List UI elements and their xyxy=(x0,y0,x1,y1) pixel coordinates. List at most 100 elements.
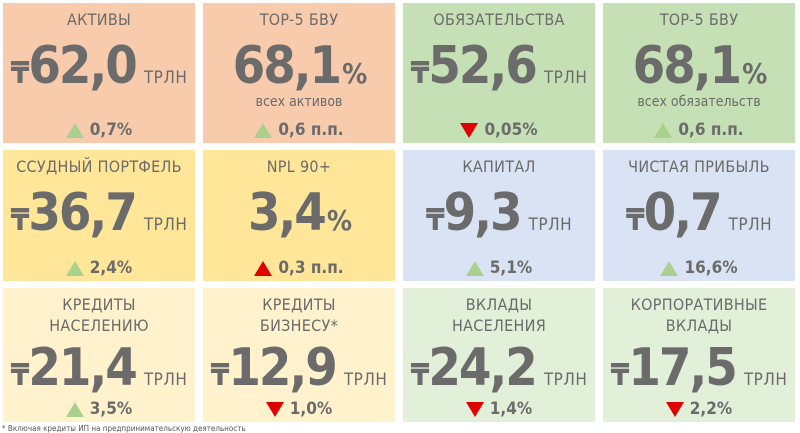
tenge-symbol: ₸ xyxy=(210,358,230,393)
card-value: ₸ 9,3 ТРЛН xyxy=(403,187,595,239)
change-value: 0,6 п.п. xyxy=(278,120,344,140)
value-unit: ТРЛН xyxy=(143,370,188,390)
card-title: NPL 90+ xyxy=(203,150,395,177)
tenge-symbol: ₸ xyxy=(10,56,30,91)
indicator-grid: АКТИВЫ ₸ 62,0 ТРЛН 0,7% TOP-5 БВУ 68,1% всех ак… xyxy=(3,3,797,422)
triangle-up-icon xyxy=(65,401,84,417)
card-title: ССУДНЫЙ ПОРТФЕЛЬ xyxy=(3,150,195,177)
card-value: ₸ 0,7 ТРЛН xyxy=(603,187,795,239)
card-title: КРЕДИТЫ НАСЕЛЕНИЮ xyxy=(3,288,195,336)
change-indicator: 16,6% xyxy=(603,258,795,278)
triangle-up-icon xyxy=(254,260,273,276)
change-value: 0,6 п.п. xyxy=(678,120,744,140)
change-indicator: 0,6 п.п. xyxy=(203,120,395,140)
value-unit: ТРЛН xyxy=(543,68,588,88)
change-indicator: 1,4% xyxy=(403,399,595,419)
change-value: 1,0% xyxy=(289,399,333,419)
card-title-line: TOP-5 БВУ xyxy=(659,10,739,29)
indicator-card: КАПИТАЛ ₸ 9,3 ТРЛН 5,1% xyxy=(403,150,595,281)
card-title: ОБЯЗАТЕЛЬСТВА xyxy=(403,3,595,30)
change-value: 1,4% xyxy=(489,399,533,419)
value-unit: ТРЛН xyxy=(528,215,573,235)
change-indicator: 0,05% xyxy=(403,120,595,140)
card-title-line: КРЕДИТЫ xyxy=(62,295,136,314)
value-number: 12,9 xyxy=(228,338,337,398)
card-title: КОРПОРАТИВНЫЕ ВКЛАДЫ xyxy=(603,288,795,336)
tenge-symbol: ₸ xyxy=(410,358,430,393)
value-number: 21,4 xyxy=(28,338,137,398)
change-value: 16,6% xyxy=(684,258,738,278)
change-value: 5,1% xyxy=(489,258,533,278)
value-number: 3,4 xyxy=(247,183,327,243)
change-indicator: 2,2% xyxy=(603,399,795,419)
card-title: ЧИСТАЯ ПРИБЫЛЬ xyxy=(603,150,795,177)
card-title: АКТИВЫ xyxy=(3,3,195,30)
card-value: 68,1% xyxy=(603,40,795,92)
triangle-down-icon xyxy=(465,401,484,417)
change-indicator: 0,7% xyxy=(3,120,195,140)
indicator-card: ЧИСТАЯ ПРИБЫЛЬ ₸ 0,7 ТРЛН 16,6% xyxy=(603,150,795,281)
value-unit: ТРЛН xyxy=(143,68,188,88)
triangle-up-icon xyxy=(654,122,673,138)
value-number: 68,1 xyxy=(232,36,342,96)
tenge-symbol: ₸ xyxy=(10,358,30,393)
card-value: 3,4% xyxy=(203,187,395,239)
card-title-line: ВКЛАДЫ xyxy=(665,316,733,335)
card-title: КАПИТАЛ xyxy=(403,150,595,177)
card-title-line: БИЗНЕСУ* xyxy=(259,316,339,335)
indicator-card: АКТИВЫ ₸ 62,0 ТРЛН 0,7% xyxy=(3,3,195,143)
indicator-card: TOP-5 БВУ 68,1% всех обязательств 0,6 п.п. xyxy=(603,3,795,143)
card-title-line: КОРПОРАТИВНЫЕ xyxy=(630,295,768,314)
change-indicator: 3,5% xyxy=(3,399,195,419)
card-title-line: НАСЕЛЕНИЯ xyxy=(451,316,547,335)
percent-sign: % xyxy=(342,57,367,90)
value-unit: ТРЛН xyxy=(743,370,788,390)
card-title-line: TOP-5 БВУ xyxy=(259,10,339,29)
change-indicator: 2,4% xyxy=(3,258,195,278)
change-value: 0,3 п.п. xyxy=(278,258,344,278)
triangle-down-icon xyxy=(265,401,284,417)
card-value: ₸ 62,0 ТРЛН xyxy=(3,40,195,92)
tenge-symbol: ₸ xyxy=(425,203,445,238)
change-indicator: 5,1% xyxy=(403,258,595,278)
triangle-down-icon xyxy=(460,122,479,138)
value-number: 68,1 xyxy=(632,36,742,96)
tenge-symbol: ₸ xyxy=(410,56,430,91)
card-subtitle: всех обязательств xyxy=(637,94,761,110)
value-unit: ТРЛН xyxy=(143,215,188,235)
value-number: 9,3 xyxy=(443,183,523,243)
card-title-line: НАСЕЛЕНИЮ xyxy=(49,316,149,335)
card-value: 68,1% xyxy=(203,40,395,92)
percent-sign: % xyxy=(326,204,352,237)
indicator-card: ВКЛАДЫ НАСЕЛЕНИЯ ₸ 24,2 ТРЛН 1,4% xyxy=(403,288,595,422)
triangle-up-icon xyxy=(65,260,84,276)
value-unit: ТРЛН xyxy=(543,370,588,390)
card-value: ₸ 17,5 ТРЛН xyxy=(603,342,795,394)
triangle-up-icon xyxy=(660,260,679,276)
card-title: TOP-5 БВУ xyxy=(603,3,795,30)
tenge-symbol: ₸ xyxy=(610,358,630,393)
indicator-card: TOP-5 БВУ 68,1% всех активов 0,6 п.п. xyxy=(203,3,395,143)
card-value: ₸ 21,4 ТРЛН xyxy=(3,342,195,394)
change-value: 0,05% xyxy=(484,120,538,140)
card-title-line: ВКЛАДЫ xyxy=(465,295,533,314)
change-indicator: 0,3 п.п. xyxy=(203,258,395,278)
triangle-up-icon xyxy=(465,260,484,276)
card-value: ₸ 12,9 ТРЛН xyxy=(203,342,395,394)
triangle-up-icon xyxy=(65,122,84,138)
card-title-line: ЧИСТАЯ ПРИБЫЛЬ xyxy=(628,157,770,176)
change-indicator: 1,0% xyxy=(203,399,395,419)
card-subtitle: всех активов xyxy=(255,94,343,110)
card-value: ₸ 52,6 ТРЛН xyxy=(403,40,595,92)
indicator-card: ССУДНЫЙ ПОРТФЕЛЬ ₸ 36,7 ТРЛН 2,4% xyxy=(3,150,195,281)
change-indicator: 0,6 п.п. xyxy=(603,120,795,140)
value-number: 24,2 xyxy=(428,338,537,398)
card-title-line: ОБЯЗАТЕЛЬСТВА xyxy=(433,10,565,29)
card-title-line: КАПИТАЛ xyxy=(462,157,536,176)
tenge-symbol: ₸ xyxy=(10,203,30,238)
card-title: TOP-5 БВУ xyxy=(203,3,395,30)
value-number: 36,7 xyxy=(28,183,137,243)
indicator-card: КРЕДИТЫ БИЗНЕСУ* ₸ 12,9 ТРЛН 1,0% xyxy=(203,288,395,422)
card-value: ₸ 36,7 ТРЛН xyxy=(3,187,195,239)
value-unit: ТРЛН xyxy=(343,370,388,390)
